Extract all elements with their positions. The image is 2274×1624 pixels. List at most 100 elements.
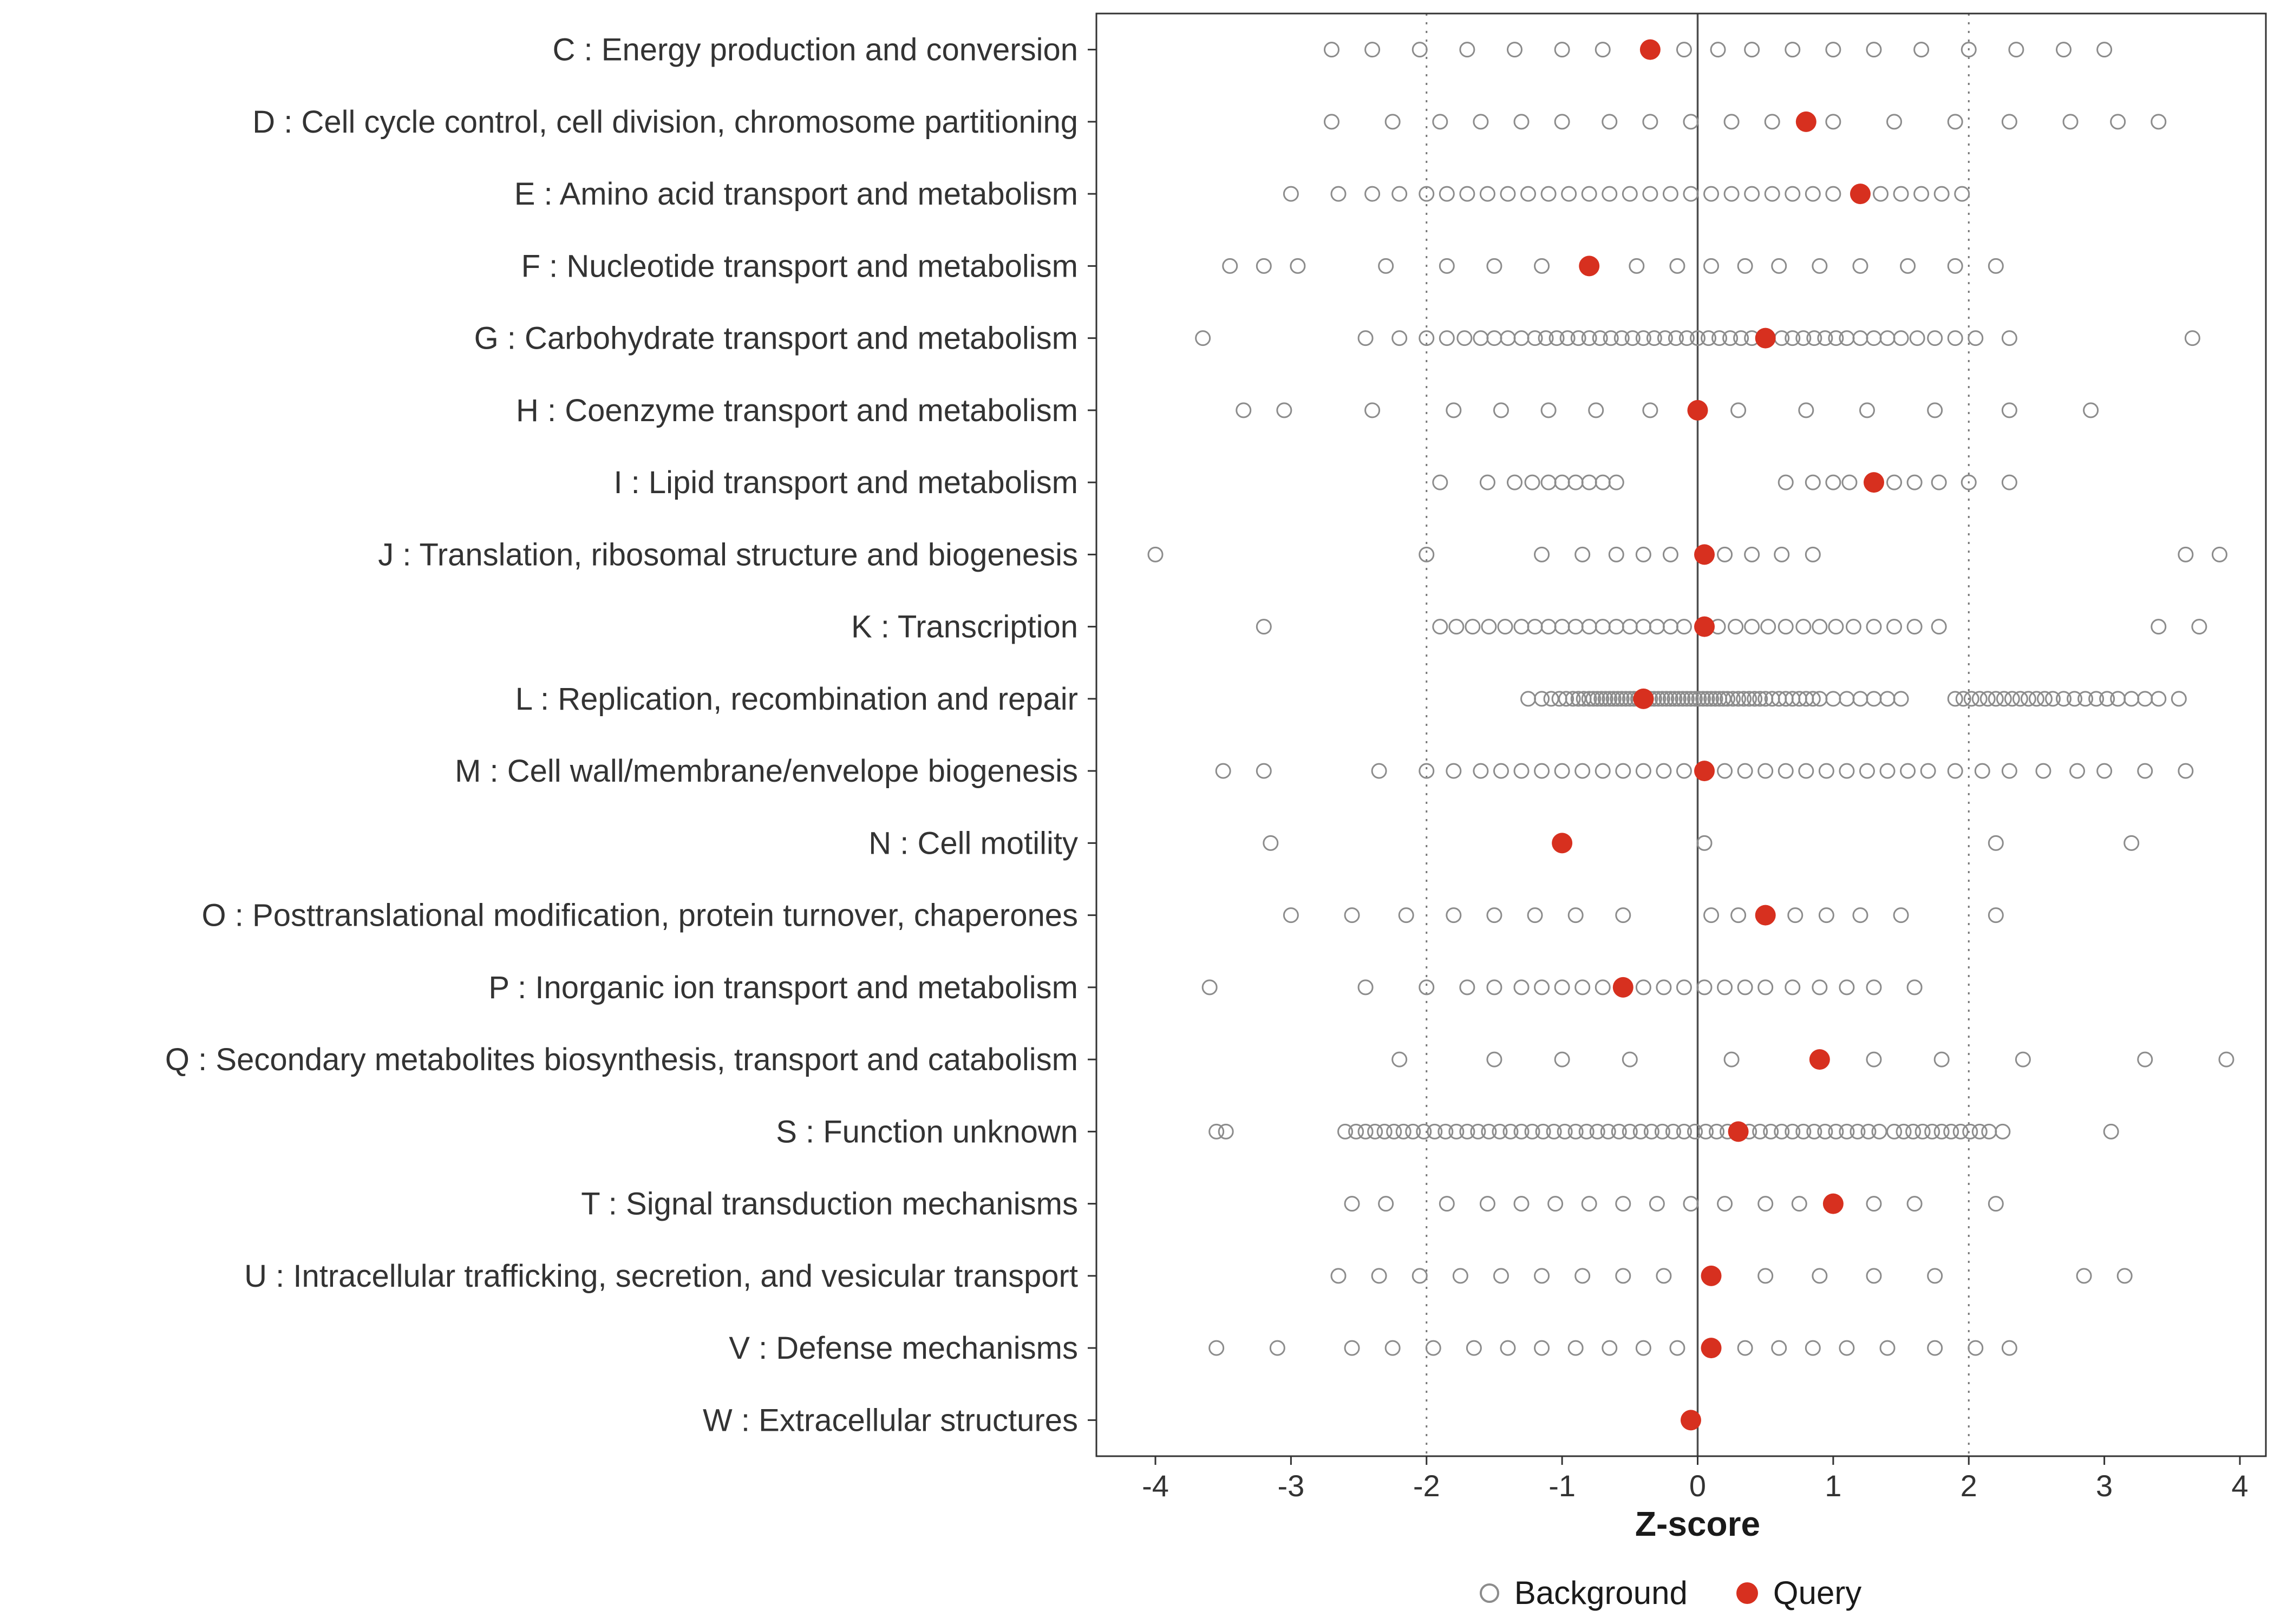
background-point (1963, 691, 1979, 707)
background-point (1493, 1268, 1509, 1284)
background-point (1806, 1123, 1822, 1140)
background-point (1825, 42, 1841, 58)
background-point (1988, 691, 2004, 707)
open-circle-icon (1479, 1583, 1499, 1603)
background-point (1696, 835, 1713, 851)
legend-label-query: Query (1773, 1575, 1862, 1611)
query-point (1863, 472, 1884, 493)
query-point (1850, 184, 1871, 205)
background-point (1602, 1340, 1618, 1356)
background-point (1778, 619, 1794, 635)
background-point (1893, 691, 1909, 707)
background-point (1798, 763, 1814, 779)
background-point (1717, 1196, 1733, 1212)
background-point (1384, 1340, 1401, 1356)
background-point (1676, 42, 1692, 58)
background-point (2036, 691, 2053, 707)
background-point (1675, 691, 1691, 707)
background-point (2096, 763, 2113, 779)
background-point (1323, 114, 1339, 130)
background-point (1906, 474, 1923, 490)
background-point (1547, 1196, 1564, 1212)
background-point (1896, 1123, 1912, 1140)
background-point (1364, 402, 1381, 418)
background-point (1649, 1196, 1665, 1212)
query-point (1639, 39, 1661, 60)
background-point (1448, 619, 1465, 635)
background-point (1961, 42, 1977, 58)
background-point (1845, 619, 1861, 635)
background-point (1486, 907, 1502, 924)
background-point (1642, 186, 1658, 202)
background-point (1635, 1340, 1651, 1356)
background-point (1703, 258, 1720, 274)
background-point (1256, 619, 1272, 635)
background-point (1893, 330, 1909, 346)
background-point (1357, 1123, 1374, 1140)
background-point (1931, 619, 1947, 635)
background-point (1825, 186, 1841, 202)
background-point (1913, 42, 1930, 58)
category-label: W : Extracellular structures (703, 1403, 1078, 1438)
background-point (1774, 1123, 1790, 1140)
background-point (1662, 186, 1678, 202)
background-point (1534, 546, 1550, 562)
background-point (1791, 1196, 1807, 1212)
background-point (1757, 979, 1774, 996)
background-point (1906, 979, 1923, 996)
background-point (1979, 691, 1996, 707)
background-point (2076, 1268, 2092, 1284)
background-point (1618, 691, 1634, 707)
background-point (1931, 474, 1947, 490)
background-point (1608, 546, 1624, 562)
x-tick-label: 4 (2231, 1469, 2248, 1503)
background-point (1678, 330, 1695, 346)
category-label: K : Transcription (851, 610, 1078, 645)
query-point (1680, 1410, 1701, 1431)
background-point (2056, 691, 2072, 707)
background-point (1825, 474, 1841, 490)
background-point (1588, 402, 1604, 418)
category-label: C : Energy production and conversion (553, 32, 1078, 68)
background-point (1839, 763, 1855, 779)
background-point (1913, 186, 1930, 202)
background-point (1839, 979, 1855, 996)
background-point (1665, 1123, 1681, 1140)
background-point (1456, 330, 1473, 346)
background-point (1760, 619, 1776, 635)
background-point (1481, 1123, 1497, 1140)
background-point (2218, 1051, 2234, 1068)
background-point (1728, 619, 1744, 635)
background-point (1962, 1123, 1978, 1140)
background-point (1330, 1268, 1347, 1284)
legend-item-query: Query (1736, 1574, 1861, 1612)
background-point (1371, 1268, 1387, 1284)
background-point (1585, 691, 1602, 707)
background-point (1711, 330, 1728, 346)
background-point (1236, 402, 1252, 418)
background-point (1873, 186, 1889, 202)
background-point (1602, 186, 1618, 202)
background-point (1893, 186, 1909, 202)
background-point (1481, 619, 1497, 635)
background-point (1805, 474, 1821, 490)
background-point (1933, 1051, 1950, 1068)
background-point (1806, 330, 1822, 346)
background-point (1703, 907, 1720, 924)
background-point (1391, 186, 1408, 202)
background-point (1534, 691, 1550, 707)
background-point (1733, 330, 1749, 346)
background-point (1730, 691, 1747, 707)
background-point (1419, 546, 1435, 562)
background-point (2008, 42, 2024, 58)
background-point (1676, 1123, 1692, 1140)
background-point (1812, 979, 1828, 996)
background-point (1538, 330, 1554, 346)
background-point (1764, 186, 1780, 202)
background-point (1687, 1123, 1703, 1140)
background-point (1817, 330, 1833, 346)
background-point (1995, 1123, 2011, 1140)
query-point (1687, 400, 1708, 421)
background-point (1597, 691, 1613, 707)
background-point (1386, 1123, 1402, 1140)
